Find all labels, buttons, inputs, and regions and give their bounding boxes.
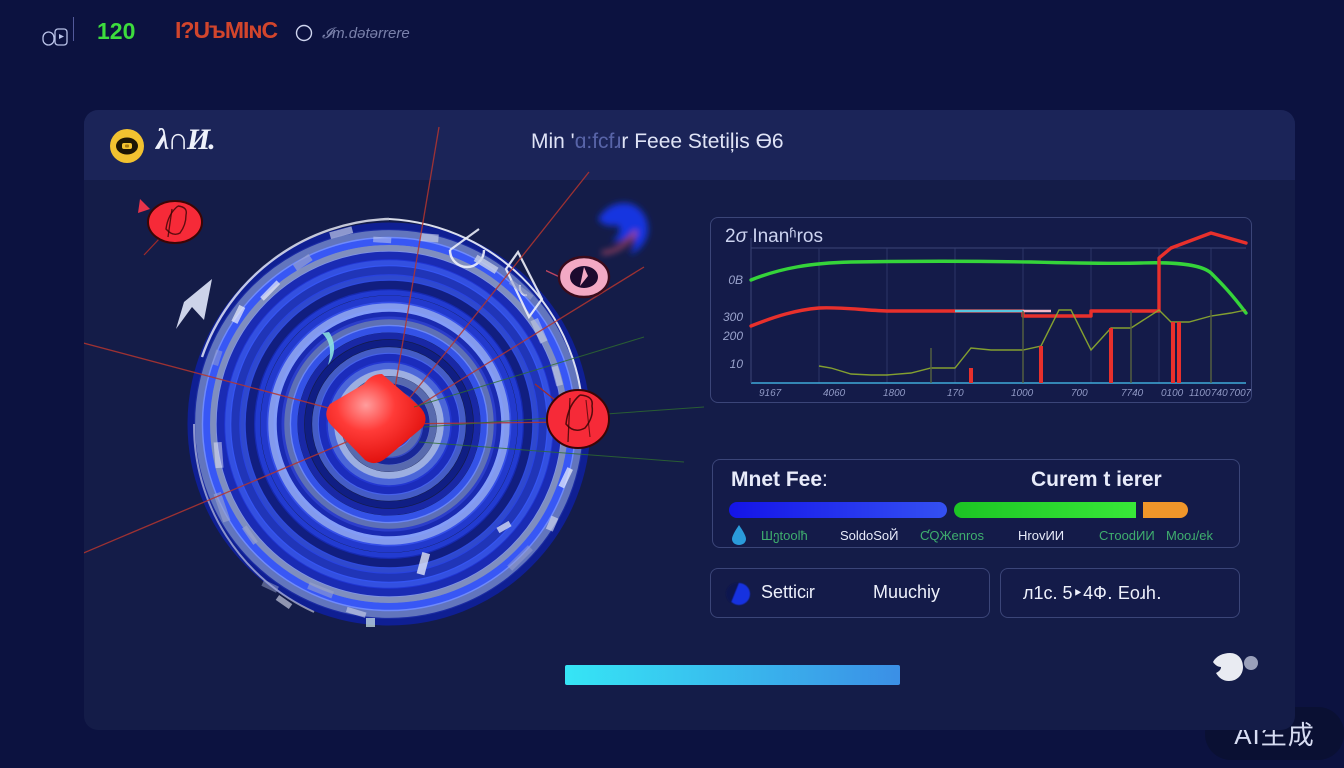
svg-text:1100: 1100 <box>1189 388 1211 399</box>
svg-text:200: 200 <box>722 329 743 343</box>
svg-text:0100: 0100 <box>1161 388 1184 399</box>
svg-text:1800: 1800 <box>883 388 906 399</box>
svg-text:4060: 4060 <box>823 388 846 399</box>
svg-text:300: 300 <box>723 310 743 324</box>
svg-text:740: 740 <box>1211 388 1228 399</box>
svg-text:0B: 0B <box>728 273 743 287</box>
svg-text:9167: 9167 <box>759 388 782 399</box>
svg-text:700: 700 <box>1071 388 1088 399</box>
svg-text:10: 10 <box>730 357 744 371</box>
svg-text:1000: 1000 <box>1011 388 1034 399</box>
svg-text:7007: 7007 <box>1229 388 1252 399</box>
svg-text:7740: 7740 <box>1121 388 1144 399</box>
svg-text:170: 170 <box>947 388 964 399</box>
